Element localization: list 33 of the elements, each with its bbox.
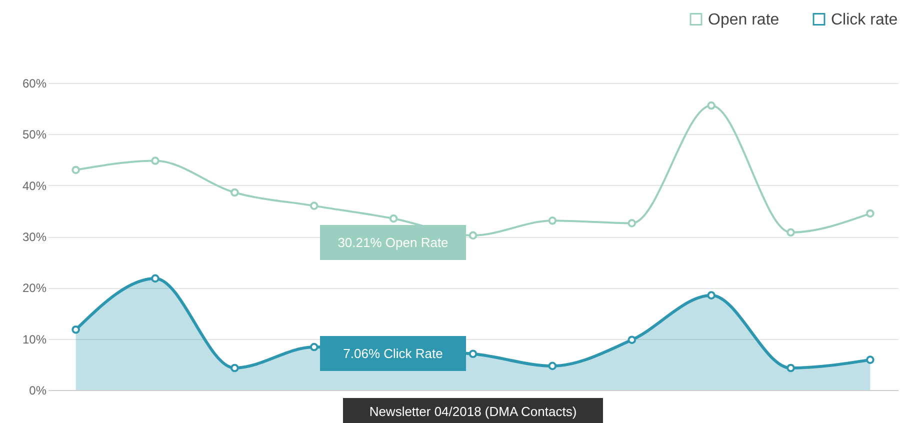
y-tick-label: 60%	[22, 76, 47, 90]
legend-label: Click rate	[831, 11, 898, 28]
y-tick-label: 50%	[22, 128, 47, 142]
point	[468, 231, 478, 240]
point	[548, 362, 557, 370]
point	[628, 219, 636, 228]
point	[72, 325, 80, 334]
tooltip-box: 7.06% Click Rate	[320, 336, 466, 371]
y-tick-label: 40%	[22, 178, 47, 193]
tooltip-box: Newsletter 04/2018 (DMA Contacts)	[343, 398, 603, 423]
point	[866, 209, 874, 218]
point	[230, 188, 239, 197]
point	[786, 228, 795, 237]
point	[628, 336, 636, 344]
tooltip-box: 30.21% Open Rate	[320, 225, 466, 260]
point	[389, 214, 398, 223]
point	[866, 356, 874, 364]
y-tick-label: 30%	[22, 230, 47, 244]
point	[151, 156, 160, 165]
y-tick-label: 20%	[22, 281, 47, 296]
y-tick-label: 0%	[29, 384, 47, 398]
point	[310, 342, 318, 352]
point	[548, 216, 557, 225]
legend-label: Open rate	[708, 11, 780, 28]
point	[310, 202, 318, 210]
point	[468, 350, 478, 358]
point	[707, 101, 716, 110]
point	[151, 274, 160, 283]
y-tick-label: 10%	[22, 332, 47, 346]
point	[786, 364, 795, 372]
point	[230, 364, 239, 372]
point	[72, 166, 80, 174]
point	[707, 291, 716, 300]
